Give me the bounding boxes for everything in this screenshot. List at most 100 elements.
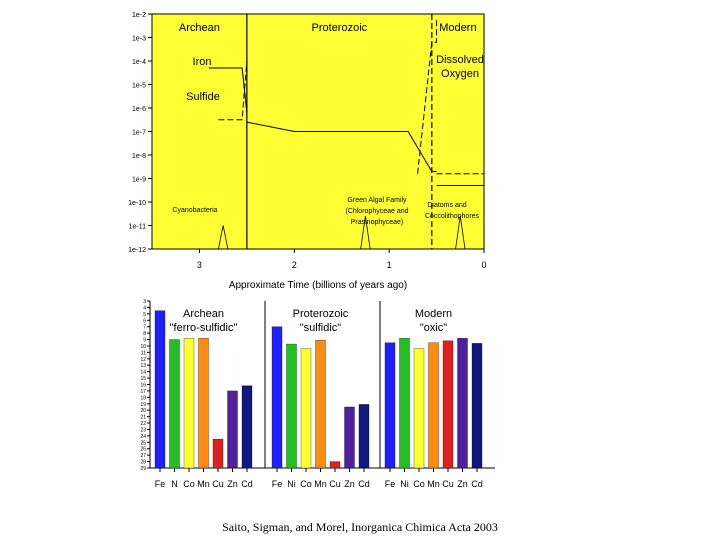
y-tick-label: 1e-10 [128,200,146,207]
x-tick-label: Mn [314,479,327,489]
era-title-modern: Modern [415,308,452,320]
time-series-chart: Archean Proterozoic Modern 1e-2 1e-3 1e-4 1e-5… [128,12,486,291]
bar-modern-cu [442,340,454,469]
y-tick-label: 25 [140,440,146,446]
y-tick-label: 15 [140,376,146,382]
label-iron: Iron [193,56,212,68]
series-line [417,18,438,174]
label-diatoms: Diatoms and [427,202,466,209]
x-tick-label: Fe [272,479,283,489]
era-subtitle-modern: "oxic" [420,322,447,334]
y-tick-label: 1e-5 [132,83,146,90]
y-tick-label: 9 [143,338,146,344]
eon-label-proterozoic: Proterozoic [312,22,368,34]
era-subtitle-proterozoic: "sulfidic" [300,322,342,334]
y-tick-label: 1e-2 [132,12,146,19]
emergence-wedge [360,216,371,250]
x-tick-label: Ni [287,479,296,489]
y-tick-label: 27 [140,453,146,459]
label-green-algal-family: Green Algal Family [347,197,407,204]
era-title-proterozoic: Proterozoic [293,308,349,320]
bar-archean-cu [212,438,224,469]
bar-proterozoic-mn [315,340,326,469]
era-title-archean: Archean [183,308,224,320]
y-tick-label: 1e-7 [132,130,146,137]
x-tick-label: Mn [197,479,210,489]
y-tick-label: 6 [143,318,146,324]
bar-modern-cd [471,343,483,469]
bar-proterozoic-cu [329,461,341,469]
era-subtitle-archean: "ferro-sulfidic" [170,322,238,334]
x-tick-label: Cu [212,479,224,489]
label-sulfide: Sulfide [186,91,220,103]
y-tick-label: 21 [140,415,146,421]
y-tick-label: 13 [140,363,146,369]
x-tick-label: Fe [385,479,396,489]
eon-label-archean: Archean [179,22,220,34]
y-tick-label: 1e-12 [128,247,146,254]
x-axis-label: Approximate Time (billions of years ago) [229,280,407,291]
y-tick-label: 10 [140,344,146,350]
y-tick-label: 8 [143,331,146,337]
bar-modern-ni [399,338,410,469]
x-tick-label: 0 [481,260,486,270]
y-tick-label: 14 [140,370,146,376]
y-tick-label: 11 [141,350,146,356]
bar-archean-co [183,338,195,469]
x-tick-label: Mn [427,479,440,489]
y-tick-label: 19 [140,402,146,408]
x-tick-label: Zn [457,479,468,489]
bar-modern-co [413,348,425,469]
y-tick-label: 5 [143,312,146,318]
y-tick-label: 16 [140,383,146,389]
bar-archean-zn [227,390,238,469]
y-tick-label: 26 [140,447,146,453]
y-tick-label: 4 [143,305,146,311]
y-tick-label: 23 [140,427,146,433]
bar-proterozoic-fe [271,326,283,469]
y-tick-label: 18 [140,395,146,401]
y-tick-label: 24 [140,434,146,440]
y-tick-label: 1e-11 [129,224,146,231]
bar-modern-zn [457,338,468,469]
bar-proterozoic-zn [344,406,355,469]
x-tick-label: 2 [292,260,297,270]
y-tick-label: 3 [143,299,146,305]
x-tick-label: Zn [344,479,355,489]
y-tick-label: 28 [140,460,146,466]
x-tick-label: Cu [442,479,454,489]
y-tick-label: 7 [143,325,146,331]
citation: Saito, Sigman, and Morel, Inorganica Chi… [222,520,498,534]
x-tick-label: Co [413,479,425,489]
label-green-algal-family: Prasinophyceae) [351,219,404,226]
y-tick-label: 1e-3 [132,36,146,43]
bar-archean-cd [241,385,253,469]
label-diatoms: Coccolithophores [425,213,480,220]
x-tick-label: Co [300,479,312,489]
series-line [246,121,437,172]
label-green-algal-family: (Chlorophyceae and [345,208,408,215]
x-tick-label: Cu [329,479,341,489]
y-tick-label: 1e-9 [132,177,146,184]
bar-proterozoic-co [300,348,312,469]
x-tick-label: 3 [197,260,202,270]
x-tick-label: Cd [471,479,483,489]
series-line [208,67,248,113]
x-tick-label: N [171,479,178,489]
emergence-wedge [455,216,466,250]
y-tick-label: 29 [140,466,146,472]
label-cyanobacteria: Cyanobacteria [172,207,217,214]
x-tick-label: Fe [155,479,166,489]
x-tick-label: Zn [227,479,238,489]
x-tick-label: Ni [400,479,409,489]
x-tick-label: Co [183,479,195,489]
x-tick-label: Cd [358,479,370,489]
x-tick-label: 1 [387,260,392,270]
y-tick-label: 20 [140,408,146,414]
y-tick-label: 1e-8 [132,153,146,160]
x-tick-label: Cd [241,479,253,489]
bar-archean-fe [154,310,166,469]
bar-archean-mn [198,338,209,469]
y-tick-label: 1e-4 [132,59,146,66]
